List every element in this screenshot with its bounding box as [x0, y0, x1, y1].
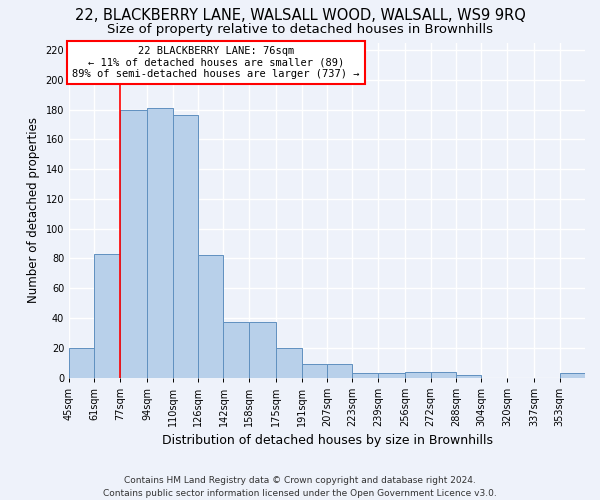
Bar	[69, 348, 94, 378]
Bar	[560, 373, 585, 378]
Bar	[120, 110, 147, 378]
Bar	[147, 108, 173, 378]
Bar	[431, 372, 456, 378]
Bar	[173, 116, 198, 378]
Bar	[276, 348, 302, 378]
Bar	[249, 322, 276, 378]
Bar	[405, 372, 431, 378]
Text: Contains HM Land Registry data © Crown copyright and database right 2024.
Contai: Contains HM Land Registry data © Crown c…	[103, 476, 497, 498]
Text: Size of property relative to detached houses in Brownhills: Size of property relative to detached ho…	[107, 22, 493, 36]
Bar	[352, 373, 378, 378]
X-axis label: Distribution of detached houses by size in Brownhills: Distribution of detached houses by size …	[161, 434, 493, 448]
Bar	[94, 254, 120, 378]
Bar	[223, 322, 249, 378]
Bar	[378, 373, 405, 378]
Text: 22 BLACKBERRY LANE: 76sqm
← 11% of detached houses are smaller (89)
89% of semi-: 22 BLACKBERRY LANE: 76sqm ← 11% of detac…	[73, 46, 360, 79]
Y-axis label: Number of detached properties: Number of detached properties	[27, 117, 40, 303]
Bar	[198, 256, 223, 378]
Bar	[327, 364, 352, 378]
Text: 22, BLACKBERRY LANE, WALSALL WOOD, WALSALL, WS9 9RQ: 22, BLACKBERRY LANE, WALSALL WOOD, WALSA…	[74, 8, 526, 22]
Bar	[302, 364, 327, 378]
Bar	[456, 374, 481, 378]
